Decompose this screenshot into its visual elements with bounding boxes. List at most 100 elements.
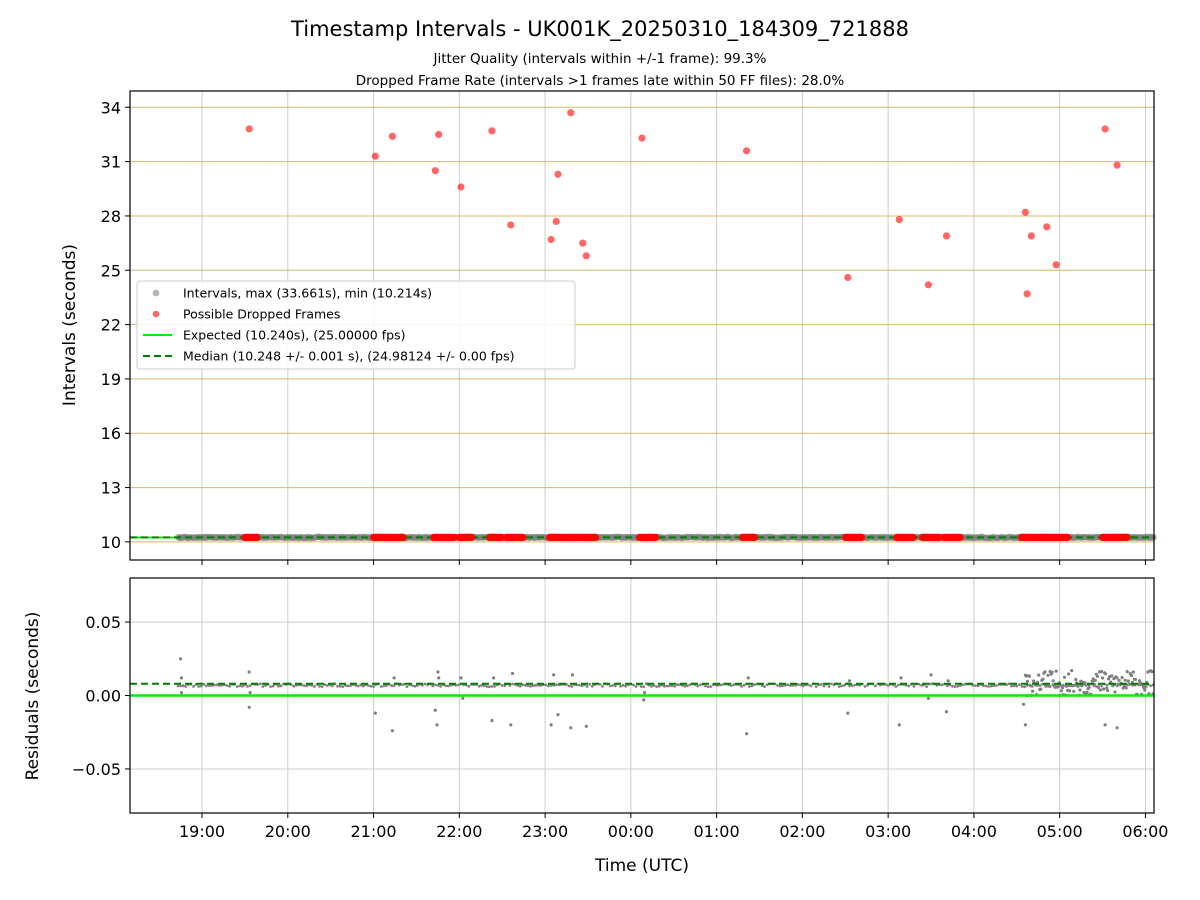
intervals-y-tick-label: 28 (101, 207, 121, 226)
residual-point (709, 685, 712, 688)
residual-point (305, 684, 309, 688)
residual-point (511, 682, 514, 686)
residual-point (247, 705, 251, 709)
residual-point (796, 683, 800, 686)
residuals-y-ticks: 0.05 0.00 −0.05 (72, 613, 130, 779)
residual-point (1012, 684, 1016, 688)
residual-point (644, 682, 648, 686)
intervals-y-tick-label: 31 (101, 153, 121, 172)
residual-point (176, 684, 180, 688)
residual-point (325, 684, 329, 687)
residual-point (665, 684, 669, 688)
residual-point (433, 708, 437, 712)
residual-point (819, 682, 823, 686)
residual-point (1051, 679, 1055, 683)
residual-point (994, 684, 998, 687)
intervals-y-tick-label: 16 (101, 424, 121, 443)
dropped-frame-point (1063, 533, 1071, 542)
residual-point (746, 676, 750, 680)
intervals-y-tick-label: 13 (101, 479, 121, 498)
residual-point (940, 683, 944, 687)
dropped-frame-point (579, 239, 587, 247)
intervals-panel: 10 13 16 19 22 25 28 31 34 Intervals (seconds) I… (60, 90, 1157, 561)
residual-point (313, 685, 316, 688)
residual-point (225, 684, 229, 687)
residual-point (446, 684, 450, 688)
residual-point (490, 685, 494, 688)
residual-point (1106, 688, 1110, 693)
residual-point (271, 684, 275, 688)
residual-point (989, 684, 993, 688)
residual-point (1111, 684, 1115, 688)
residual-point (556, 713, 560, 717)
residual-point (199, 684, 203, 688)
residual-point (578, 683, 581, 687)
residual-point (956, 684, 959, 688)
residual-point (946, 679, 950, 683)
residual-point (1078, 688, 1082, 692)
residual-point (457, 683, 460, 687)
residual-point (846, 711, 850, 715)
residual-point (1143, 688, 1147, 692)
residual-point (1113, 690, 1117, 694)
residual-point (1110, 674, 1114, 678)
residual-point (493, 685, 496, 688)
residual-point (598, 682, 602, 686)
residual-point (765, 683, 769, 687)
residual-point (1074, 677, 1078, 682)
residual-point (492, 676, 496, 680)
residual-point (670, 684, 674, 688)
residual-point (822, 684, 826, 688)
residual-point (601, 685, 604, 688)
residual-point (662, 684, 666, 688)
x-tick-label: 00:00 (608, 822, 654, 841)
intervals-y-ticks: 10 13 16 19 22 25 28 31 34 (101, 98, 130, 552)
residual-point (544, 683, 548, 687)
residual-point (1123, 678, 1127, 682)
residual-point (539, 684, 543, 687)
residual-point (369, 684, 373, 688)
residual-point (1095, 674, 1099, 678)
residual-point (688, 683, 692, 687)
dropped-frame-point (554, 170, 562, 178)
dropped-frame-point (935, 533, 943, 542)
residual-point (1131, 670, 1135, 674)
x-tick-label: 01:00 (694, 822, 740, 841)
residual-point (179, 684, 183, 688)
residual-point (516, 684, 519, 687)
residual-point (1083, 681, 1087, 685)
residual-point (650, 684, 653, 688)
residual-point (179, 676, 184, 680)
legend-marker-dropped (152, 310, 160, 318)
dropped-frame-point (457, 183, 465, 191)
residual-point (830, 682, 833, 686)
dropped-frame-point (388, 132, 396, 140)
residual-point (643, 691, 647, 695)
residual-point (1039, 687, 1043, 691)
residual-point (1105, 686, 1109, 690)
residual-point (847, 679, 852, 683)
residual-point (619, 684, 622, 688)
residual-point (929, 673, 933, 677)
dropped-frame-point (751, 533, 759, 542)
residual-point (349, 684, 352, 688)
residual-point (1100, 676, 1105, 680)
residual-point (899, 676, 903, 680)
residual-point (526, 684, 530, 687)
residual-point (552, 673, 556, 677)
residual-point (1056, 684, 1060, 689)
residual-point (1124, 686, 1128, 690)
residual-point (331, 684, 334, 688)
residual-point (1105, 683, 1109, 687)
residual-point (259, 682, 262, 686)
residual-point (436, 670, 440, 674)
dropped-frame-point (253, 533, 261, 542)
dropped-frame-point (1043, 223, 1051, 231)
residual-point (459, 676, 463, 680)
residual-point (1023, 723, 1027, 727)
residual-point (580, 684, 584, 688)
residual-point (1129, 673, 1133, 678)
dropped-frame-point (743, 147, 751, 155)
residual-point (1064, 684, 1069, 688)
dropped-frame-point (956, 533, 964, 542)
